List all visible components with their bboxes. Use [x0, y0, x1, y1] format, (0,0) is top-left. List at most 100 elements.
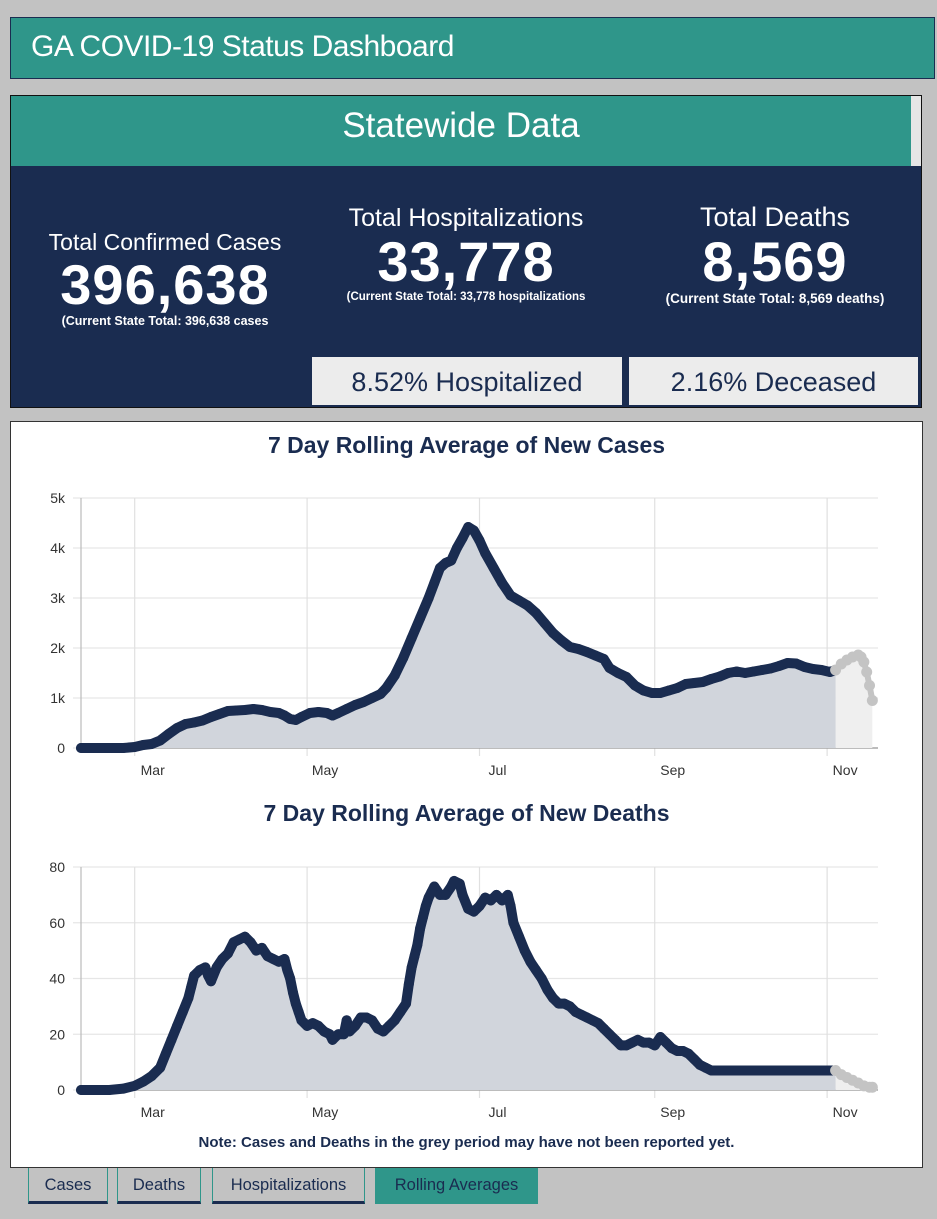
- data-point[interactable]: [782, 658, 793, 668]
- data-point[interactable]: [440, 889, 451, 900]
- data-point[interactable]: [290, 998, 301, 1009]
- data-point[interactable]: [519, 945, 530, 956]
- data-point[interactable]: [256, 705, 267, 715]
- data-point[interactable]: [689, 678, 700, 688]
- data-point[interactable]: [206, 976, 217, 987]
- data-point[interactable]: [697, 677, 708, 687]
- data-point[interactable]: [180, 719, 191, 729]
- tab-cases[interactable]: Cases: [28, 1168, 108, 1204]
- data-point[interactable]: [604, 663, 615, 673]
- data-point[interactable]: [398, 653, 409, 663]
- grey-data-point[interactable]: [866, 695, 878, 706]
- data-point[interactable]: [350, 700, 361, 710]
- data-point[interactable]: [539, 618, 550, 628]
- data-point[interactable]: [474, 901, 485, 912]
- data-point[interactable]: [457, 533, 468, 543]
- data-point[interactable]: [222, 706, 233, 716]
- grey-data-point[interactable]: [858, 656, 870, 668]
- data-point[interactable]: [612, 668, 623, 678]
- tab-hospitalizations[interactable]: Hospitalizations: [212, 1168, 365, 1204]
- data-point[interactable]: [222, 948, 233, 959]
- data-point[interactable]: [138, 740, 149, 750]
- data-point[interactable]: [663, 685, 674, 696]
- data-point[interactable]: [415, 923, 426, 934]
- data-point[interactable]: [118, 1083, 129, 1094]
- data-point[interactable]: [502, 889, 513, 900]
- data-point[interactable]: [807, 664, 818, 674]
- data-point[interactable]: [488, 563, 499, 573]
- data-point[interactable]: [146, 1071, 157, 1082]
- data-point[interactable]: [248, 704, 259, 714]
- data-point[interactable]: [341, 1015, 352, 1026]
- data-point[interactable]: [177, 1006, 188, 1017]
- tab-deaths[interactable]: Deaths: [117, 1168, 201, 1204]
- data-point[interactable]: [166, 1034, 177, 1045]
- data-point[interactable]: [409, 951, 420, 962]
- data-point[interactable]: [531, 608, 542, 618]
- data-point[interactable]: [723, 668, 734, 678]
- data-point[interactable]: [189, 717, 200, 728]
- grey-data-point[interactable]: [864, 680, 876, 691]
- data-point[interactable]: [245, 937, 256, 948]
- data-point[interactable]: [381, 683, 392, 693]
- data-point[interactable]: [649, 1040, 660, 1051]
- data-point[interactable]: [480, 548, 491, 558]
- data-point[interactable]: [304, 708, 315, 718]
- data-point[interactable]: [160, 1048, 171, 1059]
- data-point[interactable]: [672, 683, 683, 693]
- data-point[interactable]: [542, 984, 553, 995]
- data-point[interactable]: [508, 917, 519, 928]
- data-point[interactable]: [146, 739, 157, 749]
- data-point[interactable]: [341, 704, 352, 714]
- data-point[interactable]: [282, 965, 293, 976]
- data-point[interactable]: [680, 679, 691, 689]
- data-point[interactable]: [313, 707, 324, 717]
- data-point[interactable]: [172, 723, 183, 733]
- data-point[interactable]: [172, 1020, 183, 1031]
- data-point[interactable]: [748, 666, 759, 677]
- data-point[interactable]: [505, 901, 516, 912]
- data-point[interactable]: [265, 707, 276, 717]
- scrollbar[interactable]: [911, 96, 921, 166]
- data-point[interactable]: [358, 697, 369, 707]
- data-point[interactable]: [197, 715, 208, 726]
- data-point[interactable]: [420, 901, 431, 912]
- data-point[interactable]: [497, 578, 508, 588]
- data-point[interactable]: [468, 525, 479, 536]
- data-point[interactable]: [415, 613, 426, 623]
- data-point[interactable]: [581, 647, 592, 657]
- data-point[interactable]: [629, 680, 640, 691]
- data-point[interactable]: [706, 1065, 717, 1076]
- data-point[interactable]: [200, 962, 211, 973]
- data-point[interactable]: [367, 693, 378, 703]
- data-point[interactable]: [731, 666, 742, 677]
- data-point[interactable]: [90, 1085, 101, 1095]
- data-point[interactable]: [573, 644, 584, 654]
- data-point[interactable]: [446, 555, 457, 566]
- data-point[interactable]: [621, 672, 632, 682]
- data-point[interactable]: [423, 593, 434, 603]
- data-point[interactable]: [333, 708, 344, 718]
- data-point[interactable]: [525, 956, 536, 967]
- data-point[interactable]: [367, 1015, 378, 1026]
- data-point[interactable]: [556, 635, 567, 646]
- data-point[interactable]: [646, 688, 657, 698]
- data-point[interactable]: [522, 600, 533, 611]
- data-point[interactable]: [791, 658, 802, 669]
- data-point[interactable]: [740, 668, 751, 678]
- data-point[interactable]: [76, 1085, 86, 1095]
- data-point[interactable]: [389, 670, 400, 681]
- data-point[interactable]: [564, 642, 575, 652]
- data-point[interactable]: [590, 650, 601, 661]
- tab-rolling-averages[interactable]: Rolling Averages: [375, 1168, 538, 1204]
- data-point[interactable]: [401, 998, 412, 1009]
- data-point[interactable]: [403, 979, 414, 990]
- data-point[interactable]: [104, 743, 115, 753]
- data-point[interactable]: [285, 973, 296, 984]
- data-point[interactable]: [406, 962, 417, 973]
- data-point[interactable]: [406, 633, 417, 643]
- data-point[interactable]: [799, 662, 810, 672]
- data-point[interactable]: [429, 881, 440, 892]
- data-point[interactable]: [451, 543, 462, 553]
- data-point[interactable]: [163, 729, 174, 739]
